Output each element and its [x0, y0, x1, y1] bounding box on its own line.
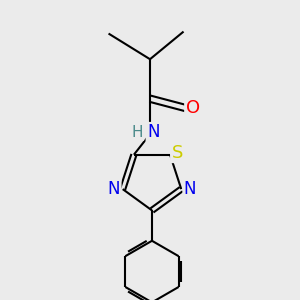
Text: H: H [132, 125, 143, 140]
Text: N: N [147, 123, 159, 141]
Text: O: O [186, 99, 200, 117]
Text: N: N [108, 180, 120, 198]
Text: S: S [172, 144, 183, 162]
Text: N: N [184, 180, 196, 198]
